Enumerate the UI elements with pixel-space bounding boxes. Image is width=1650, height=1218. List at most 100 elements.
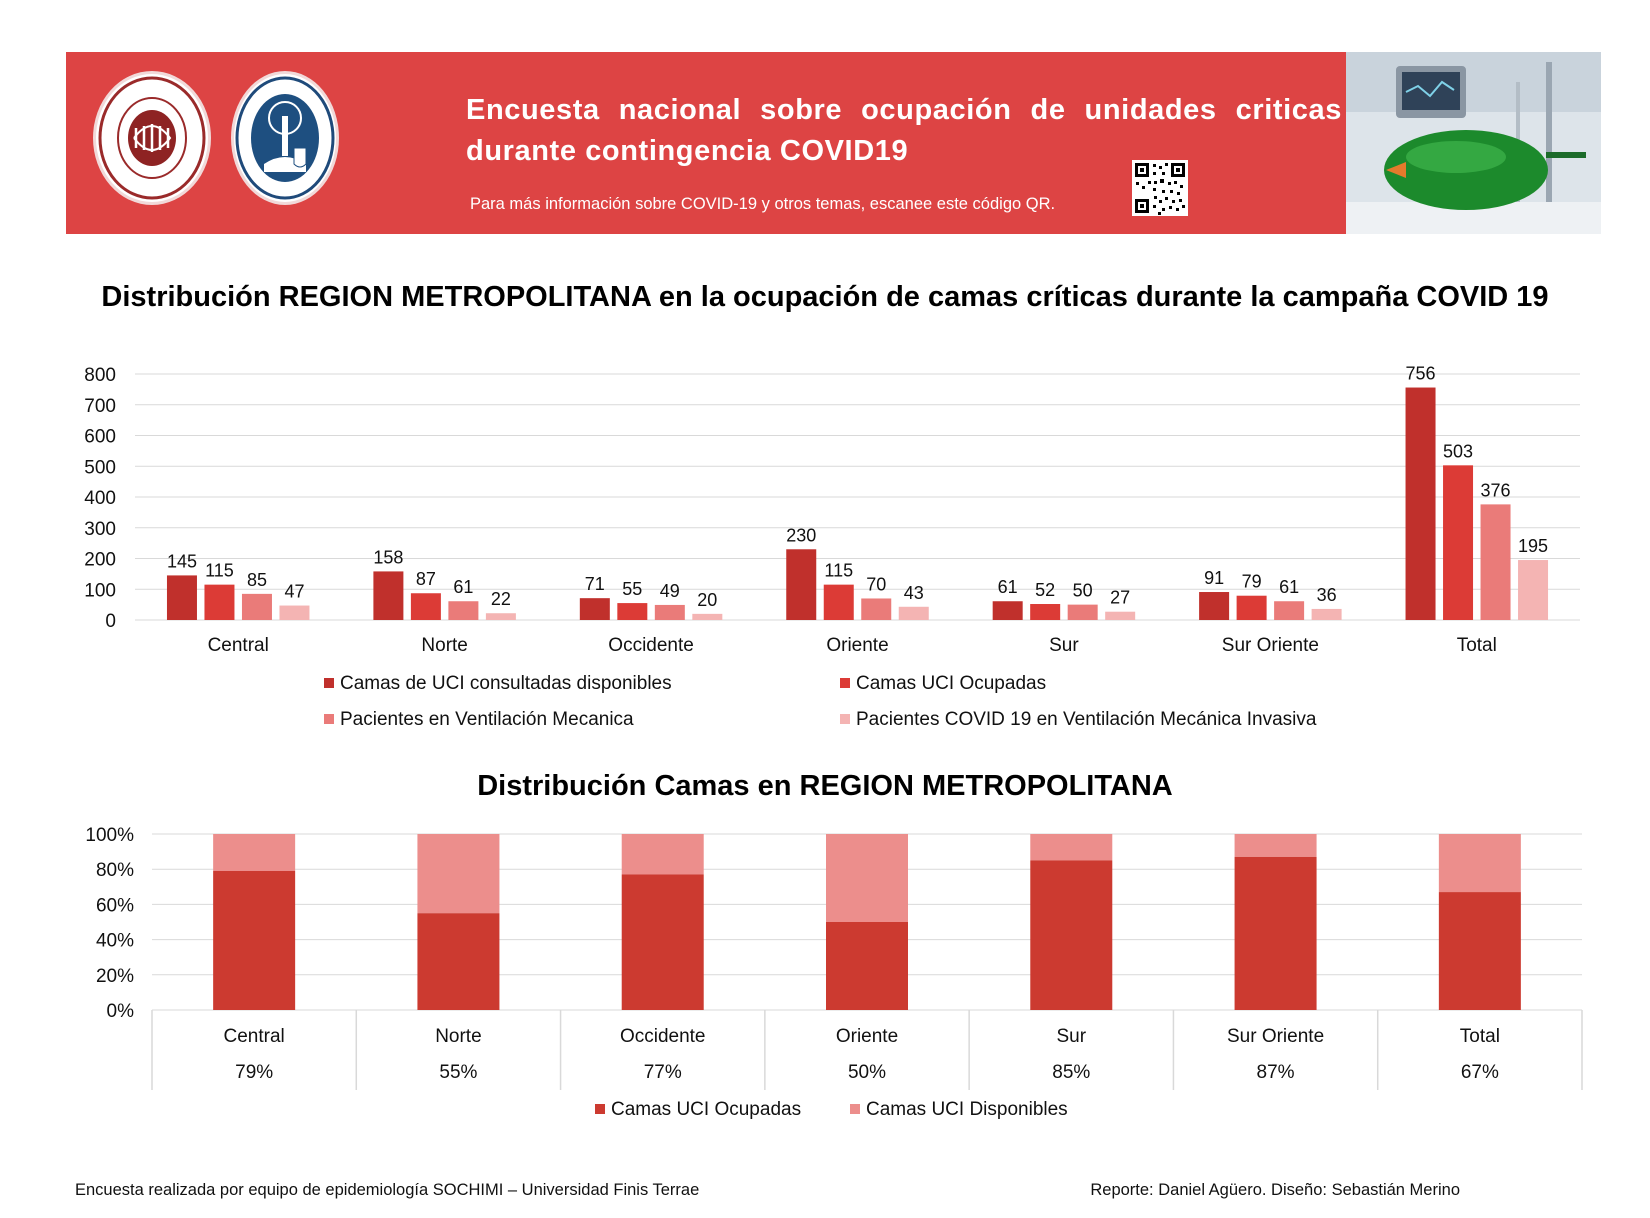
bar-available <box>213 834 296 871</box>
bar-occupied <box>1438 892 1521 1010</box>
bar <box>898 606 929 620</box>
y-tick-label: 40% <box>96 931 134 952</box>
bar <box>1405 387 1436 620</box>
y-tick-label: 100% <box>85 825 134 846</box>
legend-swatch <box>324 678 334 688</box>
data-label: 43 <box>904 583 924 603</box>
bar <box>204 584 235 620</box>
bar <box>992 601 1023 620</box>
data-label: 52 <box>1035 580 1055 600</box>
footer-credit: Encuesta realizada por equipo de epidemi… <box>75 1181 700 1199</box>
y-tick-label: 200 <box>84 550 116 571</box>
data-label: 61 <box>453 577 473 597</box>
x-tick-label: Sur Oriente <box>1227 1026 1324 1047</box>
bar <box>485 613 516 620</box>
data-label: 20 <box>697 590 717 610</box>
data-label: 195 <box>1518 536 1548 556</box>
bar <box>373 571 404 620</box>
data-label: 91 <box>1204 568 1224 588</box>
table-value-label: 50% <box>848 1062 886 1083</box>
y-tick-label: 60% <box>96 895 134 916</box>
chart1-title: Distribución REGION METROPOLITANA en la … <box>101 281 1549 313</box>
data-label: 79 <box>1242 572 1262 592</box>
bar-occupied <box>1234 856 1317 1010</box>
legend-item-available-beds: Camas de UCI consultadas disponibles <box>324 673 672 695</box>
bar-available <box>1030 834 1113 861</box>
y-tick-label: 0% <box>107 1001 135 1022</box>
x-tick-label: Norte <box>435 1026 481 1047</box>
data-label: 50 <box>1073 581 1093 601</box>
bar-available <box>621 834 704 875</box>
finis-terrae-logo <box>234 74 336 202</box>
data-label: 55 <box>622 579 642 599</box>
bar-available <box>1438 834 1521 893</box>
sochimi-logo <box>96 74 208 202</box>
legend-item-mechanical-ventilation: Pacientes en Ventilación Mecanica <box>324 709 634 731</box>
bar <box>1236 595 1267 620</box>
y-tick-label: 0 <box>105 611 116 632</box>
y-tick-label: 20% <box>96 966 134 987</box>
legend-swatch <box>840 678 850 688</box>
bar <box>241 593 272 620</box>
bar <box>166 575 197 620</box>
bar-occupied <box>826 922 908 1010</box>
bar <box>1105 611 1136 620</box>
x-tick-label: Central <box>224 1026 285 1047</box>
x-tick-label: Oriente <box>826 635 888 656</box>
legend-swatch <box>840 714 850 724</box>
bar <box>579 598 610 620</box>
icu-ventilator-photo <box>1346 52 1601 234</box>
grouped-bar-chart: 0 100 200 300 400 500 600 700 800 Central 145 115 85… <box>84 364 1580 656</box>
x-tick-label: Central <box>208 635 269 656</box>
chart2-title: Distribución Camas en REGION METROPOLITA… <box>477 770 1173 802</box>
x-tick-label: Total <box>1457 635 1497 656</box>
x-tick-label: Norte <box>421 635 467 656</box>
stacked-percent-chart: 0% 20% 40% 60% 80% 100% Central 79% Norte 55% Occi… <box>85 825 1583 1090</box>
legend-swatch <box>850 1104 860 1114</box>
legend-swatch <box>595 1104 605 1114</box>
bar-occupied <box>1030 860 1113 1010</box>
x-tick-label: Occidente <box>608 635 694 656</box>
legend-swatch <box>324 714 334 724</box>
y-tick-label: 100 <box>84 580 116 601</box>
data-label: 503 <box>1443 441 1473 461</box>
header-banner: Encuesta nacional sobre ocupación de uni… <box>66 52 1601 234</box>
bar <box>786 549 817 620</box>
y-tick-label: 500 <box>84 457 116 478</box>
banner-title: Encuesta nacional sobre ocupación de uni… <box>466 94 1342 167</box>
footer-report: Reporte: Daniel Agüero. Diseño: Sebastiá… <box>1090 1181 1460 1199</box>
x-tick-label: Occidente <box>620 1026 706 1047</box>
data-label: 61 <box>998 577 1018 597</box>
bar <box>1067 604 1098 620</box>
legend-item-occupied-beds: Camas UCI Ocupadas <box>840 673 1046 695</box>
bar-available <box>826 834 908 922</box>
bar <box>1199 592 1230 620</box>
legend-item-occupied: Camas UCI Ocupadas <box>595 1099 801 1121</box>
data-label: 230 <box>786 525 816 545</box>
x-tick-label: Sur <box>1056 1026 1086 1047</box>
y-tick-label: 600 <box>84 427 116 448</box>
y-tick-label: 800 <box>84 365 116 386</box>
table-value-label: 55% <box>439 1062 477 1083</box>
banner-subtitle: Para más información sobre COVID-19 y ot… <box>470 195 1056 213</box>
bar-available <box>417 834 500 914</box>
data-label: 49 <box>660 581 680 601</box>
bar <box>279 605 310 620</box>
bar <box>1311 608 1342 620</box>
table-value-label: 79% <box>235 1062 273 1083</box>
table-value-label: 67% <box>1461 1062 1499 1083</box>
data-label: 115 <box>205 561 234 581</box>
bar <box>1274 601 1305 620</box>
data-label: 85 <box>247 570 267 590</box>
legend-item-covid-invasive-ventilation: Pacientes COVID 19 en Ventilación Mecáni… <box>840 709 1316 731</box>
table-value-label: 85% <box>1052 1062 1090 1083</box>
y-tick-label: 700 <box>84 396 116 417</box>
bar-occupied <box>417 913 500 1010</box>
data-label: 158 <box>373 547 403 567</box>
y-tick-label: 400 <box>84 488 116 509</box>
table-value-label: 87% <box>1257 1062 1295 1083</box>
data-label: 376 <box>1481 480 1511 500</box>
bar <box>692 613 723 620</box>
x-tick-label: Oriente <box>836 1026 898 1047</box>
bar-available <box>1234 834 1317 857</box>
